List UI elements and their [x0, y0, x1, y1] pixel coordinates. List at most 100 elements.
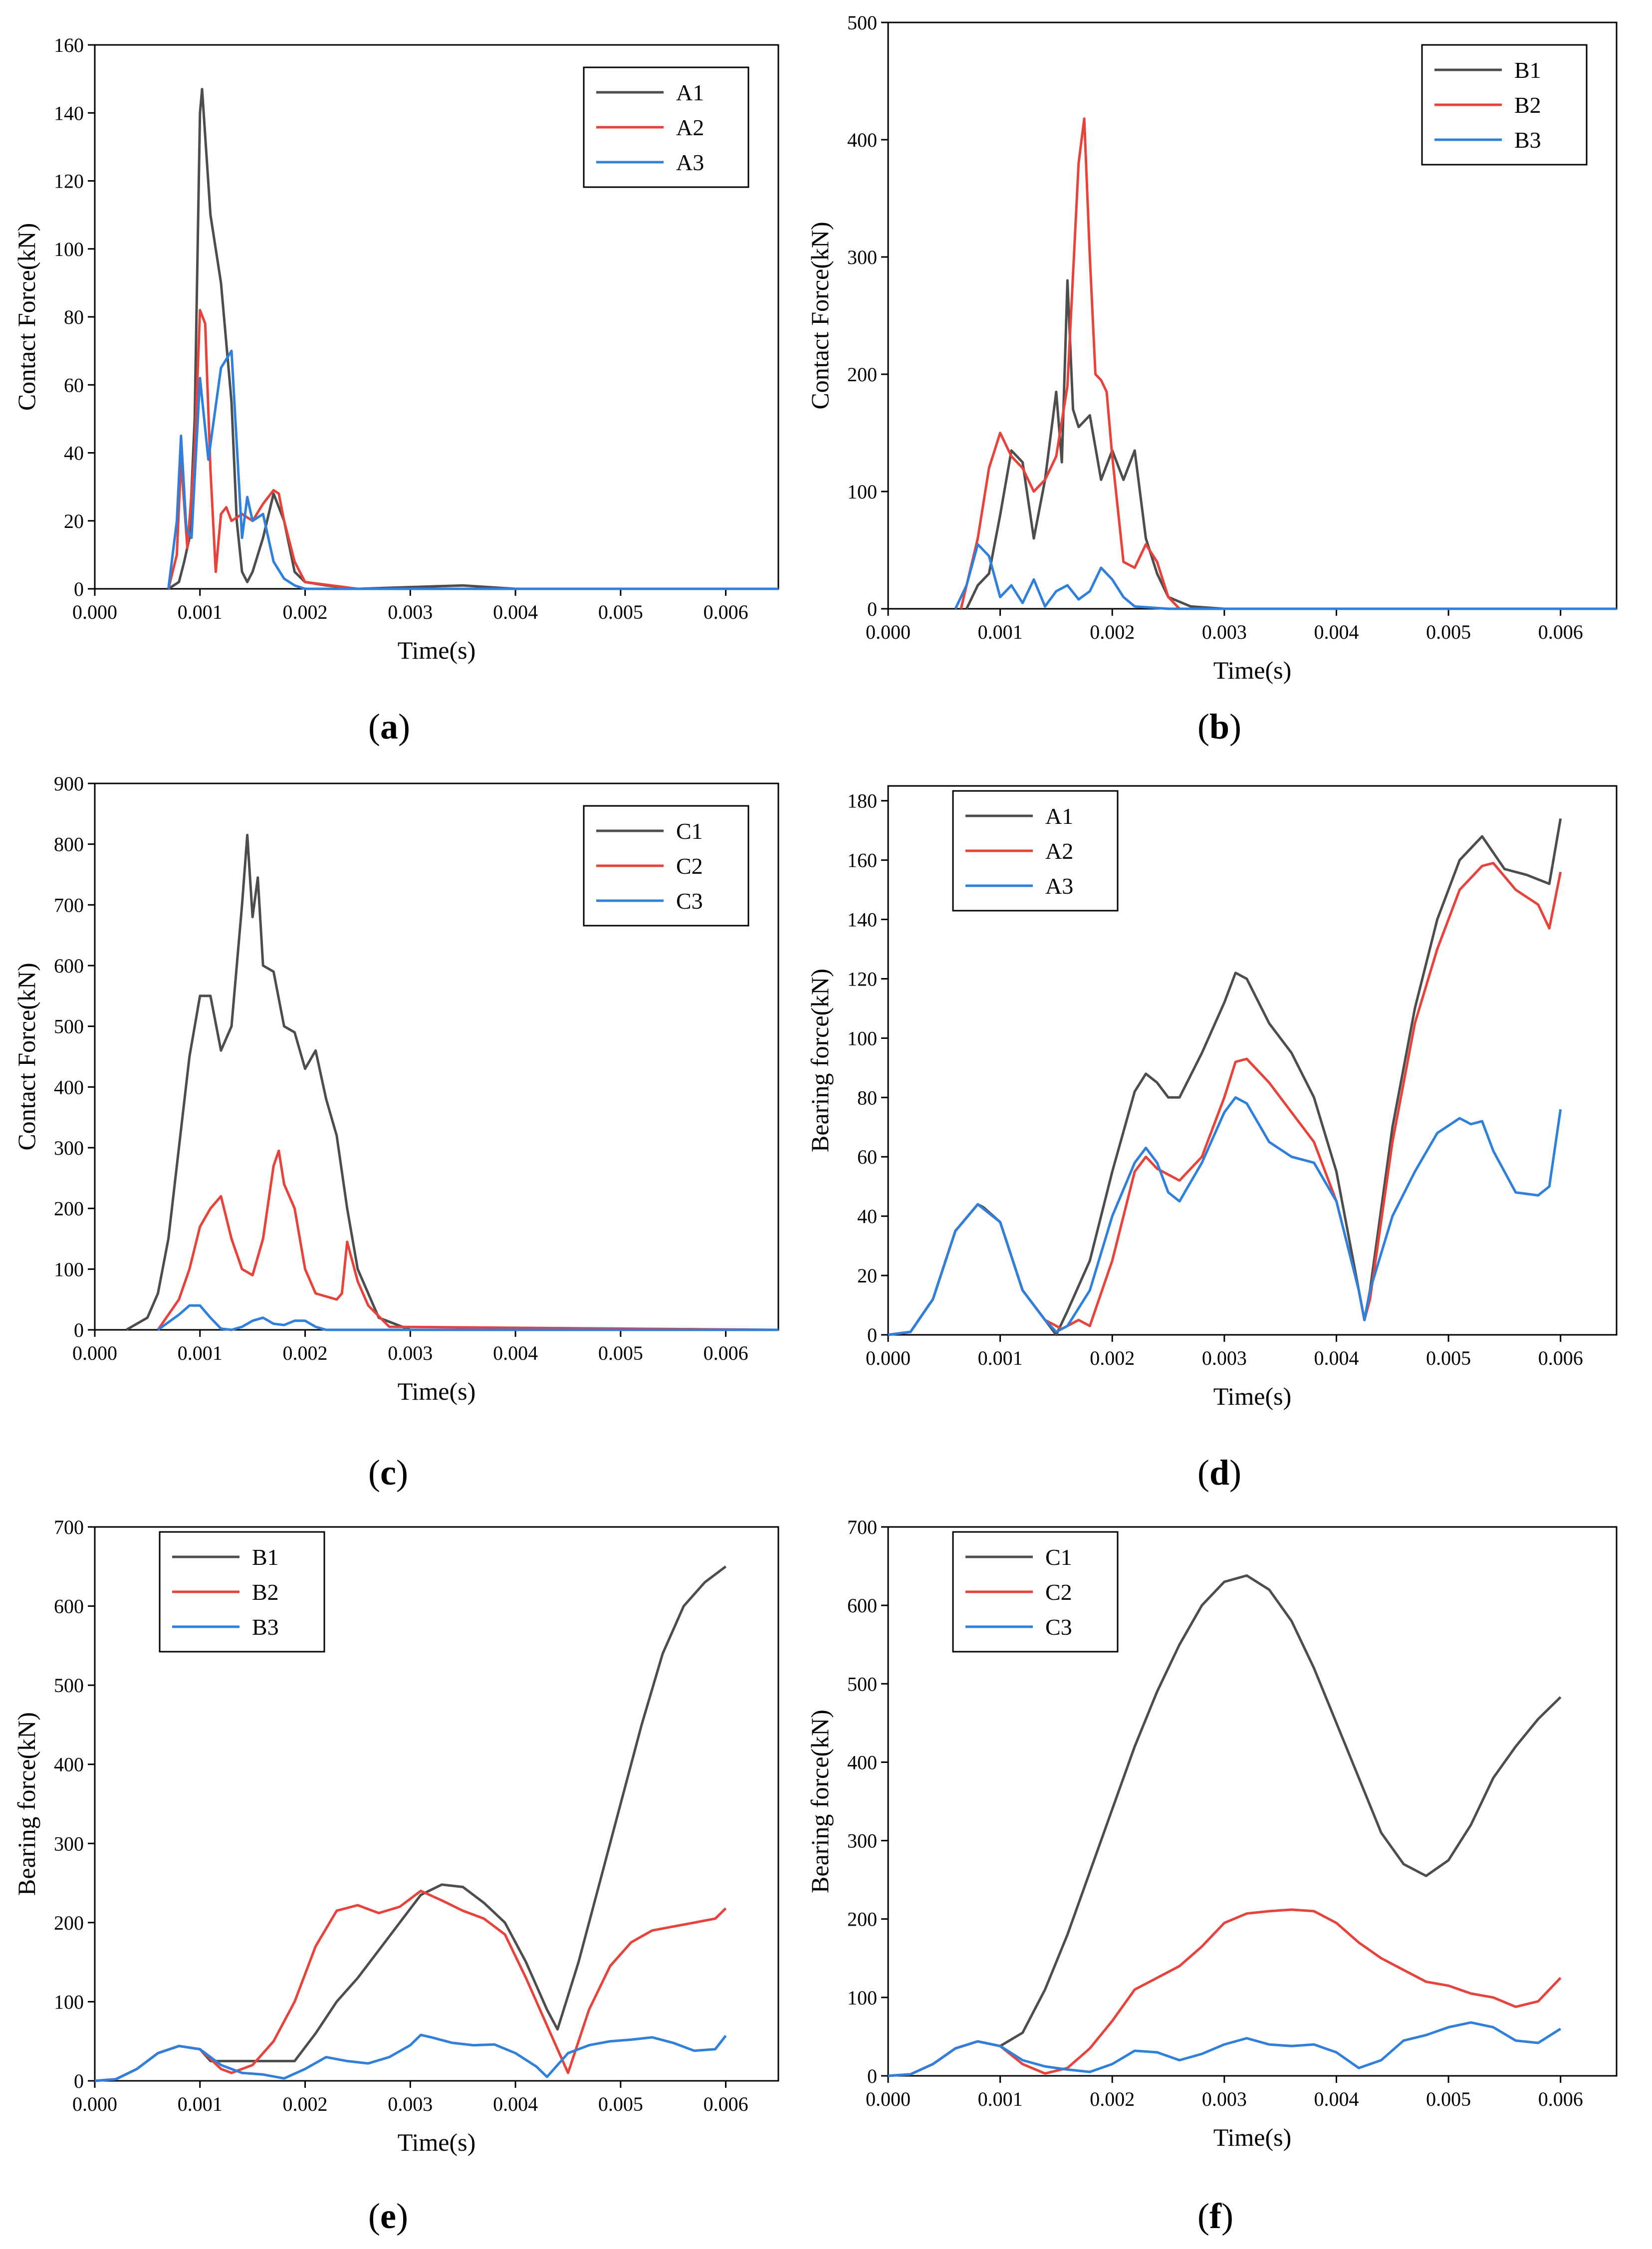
- legend-label-b3: B3: [1514, 127, 1541, 153]
- y-tick-label-c: 800: [54, 833, 84, 856]
- y-axis-label-a: Contact Force(kN): [12, 223, 40, 411]
- x-tick-label-f: 0.000: [866, 2088, 911, 2110]
- x-tick-label-f: 0.003: [1202, 2088, 1247, 2110]
- x-tick-label-f: 0.001: [978, 2088, 1023, 2110]
- x-tick-label-a: 0.002: [283, 601, 328, 623]
- y-tick-label-d: 20: [857, 1264, 877, 1287]
- series-line-a2: [167, 308, 778, 590]
- x-tick-label-f: 0.006: [1538, 2088, 1583, 2110]
- y-tick-label-c: 300: [54, 1137, 84, 1159]
- legend-label-a2: A2: [1045, 838, 1073, 864]
- legend-label-b2: B2: [1514, 92, 1541, 118]
- x-tick-label-e: 0.003: [388, 2093, 433, 2115]
- y-tick-label-c: 100: [54, 1258, 84, 1280]
- y-tick-label-a: 120: [54, 170, 84, 193]
- caption-a: (a): [368, 707, 410, 747]
- chart-b-svg: 0.000 0.001 0.002 0.003 0.004 0.005 0.006 0 100 2…: [806, 11, 1618, 684]
- y-tick-label-b: 100: [847, 481, 877, 503]
- y-tick-label-d: 140: [847, 909, 877, 931]
- x-tick-label-d: 0.004: [1314, 1347, 1359, 1369]
- panel-a: 0.000 0.001 0.002 0.003 0.004 0.005 0.006 0 20 40…: [0, 0, 818, 749]
- legend-label-a3: A3: [1045, 873, 1073, 899]
- x-tick-label-a: 0.005: [598, 601, 643, 623]
- y-tick-label-c: 900: [54, 772, 84, 795]
- y-axis-label-f: Bearing force(kN): [806, 1710, 834, 1893]
- caption-letter-f: f: [1209, 2196, 1221, 2236]
- y-tick-label-c: 0: [74, 1319, 84, 1341]
- y-tick-label-e: 100: [54, 1991, 84, 2013]
- x-axis-label-f: Time(s): [1213, 2123, 1292, 2151]
- legend-label-a3: A3: [676, 150, 704, 175]
- x-axis-label-e: Time(s): [398, 2128, 476, 2156]
- legend-label-a2: A2: [676, 115, 704, 140]
- y-tick-label-c: 500: [54, 1015, 84, 1038]
- series-line-b2: [959, 117, 1617, 610]
- x-tick-label-f: 0.005: [1426, 2088, 1471, 2110]
- y-tick-label-f: 400: [847, 1751, 877, 1773]
- caption-f: (f): [1197, 2196, 1233, 2236]
- caption-letter-d: d: [1209, 1453, 1230, 1493]
- y-tick-label-b: 0: [867, 598, 877, 620]
- caption-c: (c): [368, 1453, 408, 1493]
- y-axis-label-e: Bearing force(kN): [12, 1712, 40, 1896]
- y-tick-label-a: 0: [74, 578, 84, 600]
- y-tick-label-c: 600: [54, 955, 84, 977]
- x-tick-label-e: 0.005: [598, 2093, 643, 2115]
- legend-label-b1: B1: [252, 1544, 279, 1570]
- y-tick-label-a: 40: [64, 442, 84, 465]
- x-tick-label-e: 0.004: [493, 2093, 538, 2115]
- series-line-c3: [888, 2021, 1562, 2077]
- y-axis-label-b: Contact Force(kN): [806, 222, 834, 409]
- y-tick-label-f: 300: [847, 1830, 877, 1852]
- y-tick-label-e: 500: [54, 1674, 84, 1697]
- x-tick-label-f: 0.004: [1314, 2088, 1359, 2110]
- y-tick-label-f: 200: [847, 1908, 877, 1931]
- legend-label-a1: A1: [1045, 803, 1073, 829]
- y-tick-label-b: 500: [847, 11, 877, 34]
- x-tick-label-b: 0.000: [866, 621, 911, 643]
- y-tick-label-d: 100: [847, 1027, 877, 1049]
- legend-label-c2: C2: [1045, 1579, 1072, 1605]
- y-tick-label-f: 0: [867, 2065, 877, 2087]
- legend-box-b: [1421, 44, 1588, 166]
- y-tick-label-b: 400: [847, 129, 877, 151]
- y-tick-label-a: 100: [54, 238, 84, 260]
- panel-d: 0.000 0.001 0.002 0.003 0.004 0.005 0.006 0 20 40…: [806, 763, 1652, 1487]
- y-tick-label-e: 200: [54, 1912, 84, 1934]
- x-tick-label-d: 0.002: [1090, 1347, 1135, 1369]
- legend-label-c3: C3: [676, 888, 703, 914]
- x-tick-label-d: 0.005: [1426, 1347, 1471, 1369]
- x-tick-label-e: 0.002: [283, 2093, 328, 2115]
- series-line-a3: [888, 1096, 1562, 1336]
- y-tick-label-f: 100: [847, 1987, 877, 2009]
- x-tick-label-b: 0.004: [1314, 621, 1359, 643]
- chart-c-svg: 0.000 0.001 0.002 0.003 0.004 0.005 0.006 0 100 2…: [12, 772, 779, 1405]
- x-tick-label-a: 0.006: [704, 601, 748, 623]
- series-line-b2: [94, 1889, 727, 2082]
- y-tick-label-b: 300: [847, 246, 877, 268]
- y-tick-label-d: 80: [857, 1086, 877, 1109]
- caption-d: (d): [1197, 1453, 1242, 1493]
- caption-e: (e): [368, 2196, 408, 2236]
- x-tick-label-f: 0.002: [1090, 2088, 1135, 2110]
- y-tick-label-c: 400: [54, 1076, 84, 1098]
- x-tick-label-c: 0.006: [704, 1342, 748, 1364]
- panel-b: 0.000 0.001 0.002 0.003 0.004 0.005 0.006 0 100 2…: [806, 0, 1652, 749]
- legend-label-c2: C2: [676, 853, 703, 879]
- caption-b: (b): [1197, 707, 1242, 747]
- caption-letter-b: b: [1209, 707, 1230, 747]
- series-line-a3: [167, 349, 778, 590]
- x-tick-label-b: 0.002: [1090, 621, 1135, 643]
- x-tick-label-c: 0.002: [283, 1342, 328, 1364]
- x-tick-label-d: 0.001: [978, 1347, 1023, 1369]
- legend-label-b1: B1: [1514, 57, 1541, 83]
- plot-frame-f: [887, 1526, 1618, 2077]
- y-tick-label-e: 400: [54, 1753, 84, 1776]
- y-tick-label-e: 600: [54, 1595, 84, 1618]
- x-tick-label-a: 0.003: [388, 601, 433, 623]
- x-tick-label-b: 0.005: [1426, 621, 1471, 643]
- x-tick-label-a: 0.001: [178, 601, 223, 623]
- y-tick-label-a: 140: [54, 102, 84, 124]
- x-tick-label-c: 0.005: [598, 1342, 643, 1364]
- y-tick-label-a: 20: [64, 510, 84, 532]
